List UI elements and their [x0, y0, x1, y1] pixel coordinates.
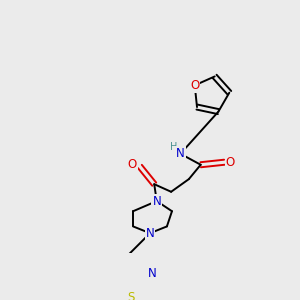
Text: N: N	[148, 267, 157, 280]
Text: N: N	[152, 195, 161, 208]
Text: O: O	[190, 79, 200, 92]
Text: O: O	[128, 158, 137, 171]
Text: O: O	[226, 156, 235, 169]
Text: N: N	[176, 147, 185, 160]
Text: H: H	[170, 142, 177, 152]
Text: N: N	[146, 227, 154, 240]
Text: S: S	[127, 291, 134, 300]
